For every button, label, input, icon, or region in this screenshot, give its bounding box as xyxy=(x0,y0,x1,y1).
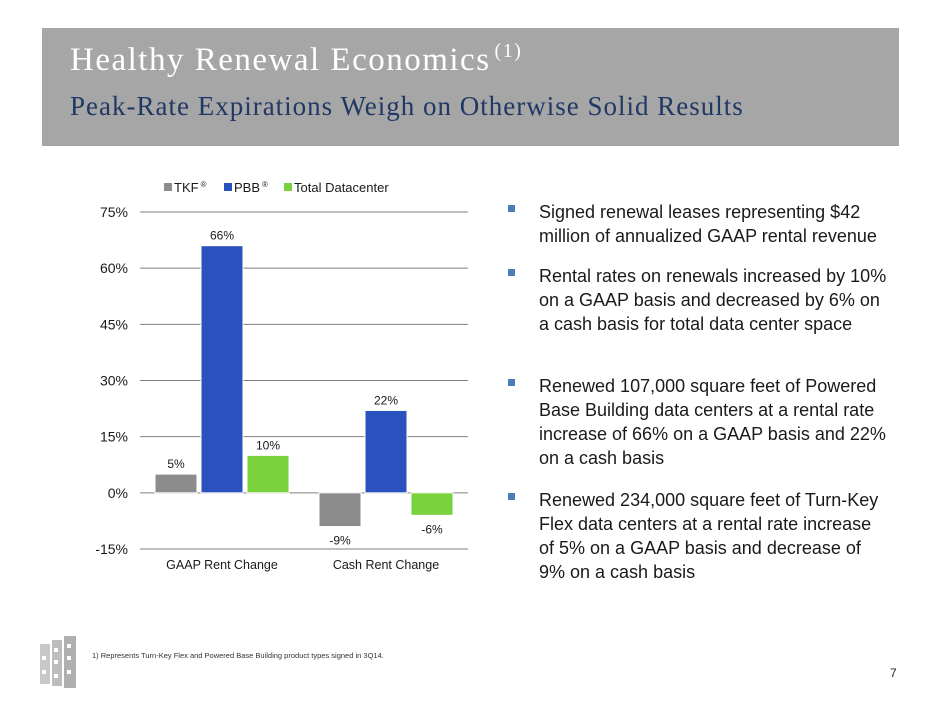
data-label: 66% xyxy=(210,229,234,243)
data-label: 10% xyxy=(256,438,280,452)
bullet-square-icon xyxy=(508,493,515,500)
company-logo-icon xyxy=(40,636,76,688)
legend-swatch xyxy=(164,183,172,191)
bullet-text: Rental rates on renewals increased by 10… xyxy=(539,266,887,334)
bar xyxy=(246,454,290,494)
bullet-square-icon xyxy=(508,379,515,386)
data-label: 5% xyxy=(167,457,185,471)
footnote: 1) Represents Turn-Key Flex and Powered … xyxy=(92,651,384,660)
y-tick-label: 60% xyxy=(100,260,128,276)
bar xyxy=(200,245,244,494)
page-number: 7 xyxy=(890,666,897,680)
bullet-square-icon xyxy=(508,205,515,212)
y-tick-label: 30% xyxy=(100,373,128,389)
bar xyxy=(154,473,198,494)
legend-swatch xyxy=(284,183,292,191)
legend-label: TKF ® xyxy=(174,180,207,195)
x-tick-label: GAAP Rent Change xyxy=(166,558,278,572)
title-banner xyxy=(42,28,899,146)
bar xyxy=(410,492,454,516)
y-tick-label: -15% xyxy=(95,541,128,557)
y-tick-label: 15% xyxy=(100,429,128,445)
bar xyxy=(318,492,362,528)
data-label: -6% xyxy=(421,522,443,536)
data-label: 22% xyxy=(374,393,398,407)
page-subtitle: Peak-Rate Expirations Weigh on Otherwise… xyxy=(70,91,744,121)
y-tick-label: 45% xyxy=(100,316,128,332)
page-title: Healthy Renewal Economics (1) xyxy=(70,40,523,78)
y-tick-label: 75% xyxy=(100,204,128,220)
bullet-square-icon xyxy=(508,269,515,276)
x-tick-label: Cash Rent Change xyxy=(333,558,439,572)
title-footnote-marker: (1) xyxy=(494,40,523,62)
legend-label: Total Datacenter xyxy=(294,180,389,195)
bullet-text: Renewed 107,000 square feet of Powered B… xyxy=(539,376,886,468)
y-tick-label: 0% xyxy=(108,485,128,501)
bullet-text: Signed renewal leases representing $42 m… xyxy=(539,202,877,246)
legend-swatch xyxy=(224,183,232,191)
legend-label: PBB ® xyxy=(234,180,268,195)
bar xyxy=(364,409,408,494)
bullet-text: Renewed 234,000 square feet of Turn-Key … xyxy=(539,490,879,582)
data-label: -9% xyxy=(329,534,351,548)
